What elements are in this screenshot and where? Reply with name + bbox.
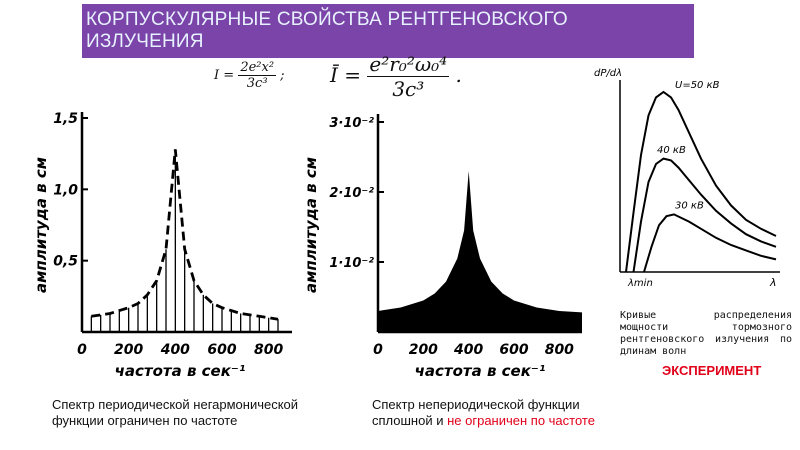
x-tick-label: 800 — [545, 342, 574, 358]
y-tick-label: 1,0 — [53, 182, 78, 198]
formula-small-lhs: I — [214, 68, 220, 83]
slide-title: КОРПУСКУЛЯРНЫЕ СВОЙСТВА РЕНТГЕНОВСКОГО И… — [86, 9, 568, 52]
y-tick-label: 1,5 — [53, 111, 78, 127]
formula-small-numerator: 2e²x² — [238, 60, 277, 76]
formula-large-denominator: 3c³ — [392, 77, 425, 101]
x-tick-label: 600 — [499, 342, 528, 358]
y-tick-label: 0,5 — [53, 254, 78, 270]
formula-large-fraction: e²r₀²ω₀⁴ 3c³ — [367, 52, 450, 101]
caption-left: Спектр периодической негармонической фун… — [52, 397, 299, 428]
formula-small-fraction: 2e²x² 3c³ — [238, 60, 277, 91]
caption-middle-highlight: не ограничен по частоте — [447, 413, 595, 428]
caption-middle-prefix: Спектр непериодической функции сплошной … — [372, 397, 580, 428]
x-tick-label: 200 — [409, 342, 438, 358]
envelope-line — [91, 149, 279, 321]
x-tick-label: 0 — [373, 342, 383, 358]
formula-small-tail: ; — [280, 68, 285, 83]
caption-middle: Спектр непериодической функции сплошной … — [372, 397, 622, 429]
experiment-caption: Кривые распределения мощности тормозного… — [620, 310, 792, 357]
chart-experiment-curves: dP/dλ λ λmin U=50 кВ 40 кВ 30 кВ — [594, 68, 780, 289]
chart-continuous-spectrum: 1·10⁻² 2·10⁻² 3·10⁻² 0 200 400 600 800 частота в… — [302, 114, 582, 380]
x-axis-label: частота в сек⁻¹ — [115, 362, 246, 380]
formula-large-tail: . — [455, 63, 462, 87]
y-axis-label: амплитуда в см — [302, 157, 320, 293]
formula-large-numerator: e²r₀²ω₀⁴ — [367, 52, 450, 77]
formula-large: Ī = e²r₀²ω₀⁴ 3c³ . — [330, 52, 462, 101]
x-axis-label: частота в сек⁻¹ — [415, 362, 546, 380]
curve-label: U=50 кВ — [675, 80, 720, 91]
y-axis-label: амплитуда в см — [32, 157, 50, 293]
y-tick-label: 2·10⁻² — [329, 186, 374, 201]
spectrum-area — [378, 171, 582, 332]
x-tick-label: 400 — [160, 342, 190, 358]
curve-line — [632, 157, 777, 273]
x-tick-label: 800 — [254, 342, 283, 358]
curve-label: 30 кВ — [675, 201, 704, 212]
y-axis-label: dP/dλ — [594, 68, 622, 79]
curve-label: 40 кВ — [657, 145, 686, 156]
formula-small: I = 2e²x² 3c³ ; — [214, 60, 285, 91]
title-bar: КОРПУСКУЛЯРНЫЕ СВОЙСТВА РЕНТГЕНОВСКОГО И… — [82, 4, 694, 58]
x-tick-label: 400 — [453, 342, 483, 358]
x-axis-label: λ — [769, 276, 777, 289]
experiment-label: ЭКСПЕРИМЕНТ — [662, 363, 762, 378]
chart-periodic-spectrum: 0,5 1,0 1,5 0 200 400 600 800 частота в сек⁻¹ амп… — [32, 111, 292, 380]
formula-small-denominator: 3c³ — [246, 76, 268, 91]
y-tick-label: 1·10⁻² — [329, 256, 374, 271]
x-tick-label: 200 — [114, 342, 143, 358]
lambda-min-label: λmin — [627, 278, 653, 289]
y-tick-label: 3·10⁻² — [329, 116, 374, 131]
x-tick-label: 0 — [77, 342, 87, 358]
curve-line — [625, 90, 777, 273]
formula-large-lhs: Ī — [330, 63, 338, 87]
curve-line — [643, 213, 777, 273]
x-tick-label: 600 — [207, 342, 236, 358]
